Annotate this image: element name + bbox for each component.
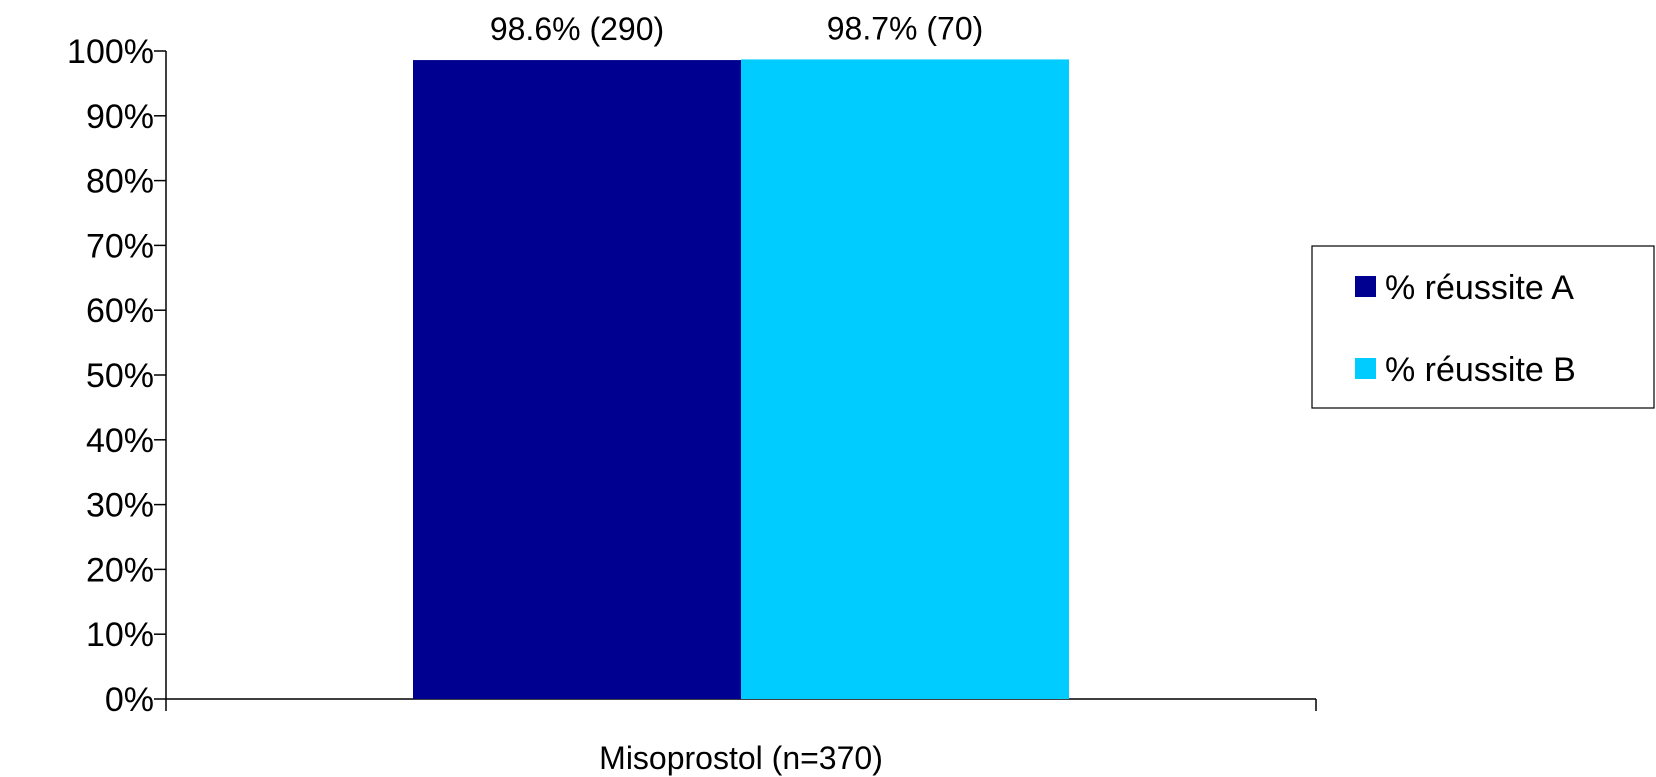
y-tick-label: 80%: [86, 163, 154, 201]
y-tick-label: 40%: [86, 422, 154, 460]
legend-box: [1311, 245, 1655, 409]
bar-1: [413, 60, 741, 699]
data-labels: 98.6% (290) 98.7% (70): [490, 10, 983, 47]
y-tick-label: 10%: [86, 616, 154, 654]
y-tick-label: 90%: [86, 98, 154, 136]
y-tick-label: 50%: [86, 357, 154, 395]
x-axis: Misoprostol (n=370): [165, 698, 1317, 776]
y-tick-label: 30%: [86, 487, 154, 525]
legend: % réussite A % réussite B: [1311, 245, 1655, 409]
data-label-1: 98.6% (290): [490, 11, 664, 47]
y-tick-label: 0%: [105, 681, 154, 719]
data-label-2: 98.7% (70): [827, 10, 984, 46]
legend-swatch-1: [1355, 276, 1376, 297]
y-tick-label: 70%: [86, 227, 154, 265]
bars: [413, 59, 1069, 699]
legend-swatch-2: [1355, 358, 1376, 379]
y-tick-label: 100%: [67, 33, 154, 71]
legend-label-2: % réussite B: [1385, 351, 1576, 389]
y-axis: 0% 10% 20% 30% 40% 50% 60% 70% 80% 90% 100%: [67, 33, 167, 719]
bar-2: [741, 59, 1069, 699]
y-tick-label: 60%: [86, 292, 154, 330]
x-category-label: Misoprostol (n=370): [599, 740, 883, 776]
legend-label-1: % réussite A: [1385, 269, 1574, 307]
y-tick-label: 20%: [86, 551, 154, 589]
